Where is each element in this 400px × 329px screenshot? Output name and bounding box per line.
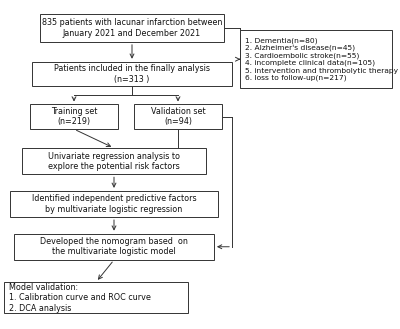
FancyBboxPatch shape [30, 105, 118, 129]
FancyBboxPatch shape [14, 234, 214, 260]
Text: Identified independent predictive factors
by multivariate logistic regression: Identified independent predictive factor… [32, 194, 196, 214]
Text: Training set
(n=219): Training set (n=219) [51, 107, 97, 126]
Text: 1. Dementia(n=80)
2. Alzheimer's disease(n=45)
3. Cardioembolic stroke(n=55)
4. : 1. Dementia(n=80) 2. Alzheimer's disease… [245, 37, 400, 81]
Text: Validation set
(n=94): Validation set (n=94) [151, 107, 205, 126]
FancyBboxPatch shape [240, 31, 392, 88]
FancyBboxPatch shape [10, 191, 218, 217]
FancyBboxPatch shape [4, 282, 188, 313]
FancyBboxPatch shape [32, 62, 232, 86]
Text: Developed the nomogram based  on
the multivariate logistic model: Developed the nomogram based on the mult… [40, 237, 188, 256]
FancyBboxPatch shape [40, 14, 224, 42]
Text: Univariate regression analysis to
explore the potential risk factors: Univariate regression analysis to explor… [48, 152, 180, 171]
Text: Patients included in the finally analysis
(n=313 ): Patients included in the finally analysi… [54, 64, 210, 84]
Text: Model validation:
1. Calibration curve and ROC curve
2. DCA analysis: Model validation: 1. Calibration curve a… [9, 283, 151, 313]
FancyBboxPatch shape [134, 105, 222, 129]
Text: 835 patients with lacunar infarction between
January 2021 and December 2021: 835 patients with lacunar infarction bet… [42, 18, 222, 38]
FancyBboxPatch shape [22, 148, 206, 174]
